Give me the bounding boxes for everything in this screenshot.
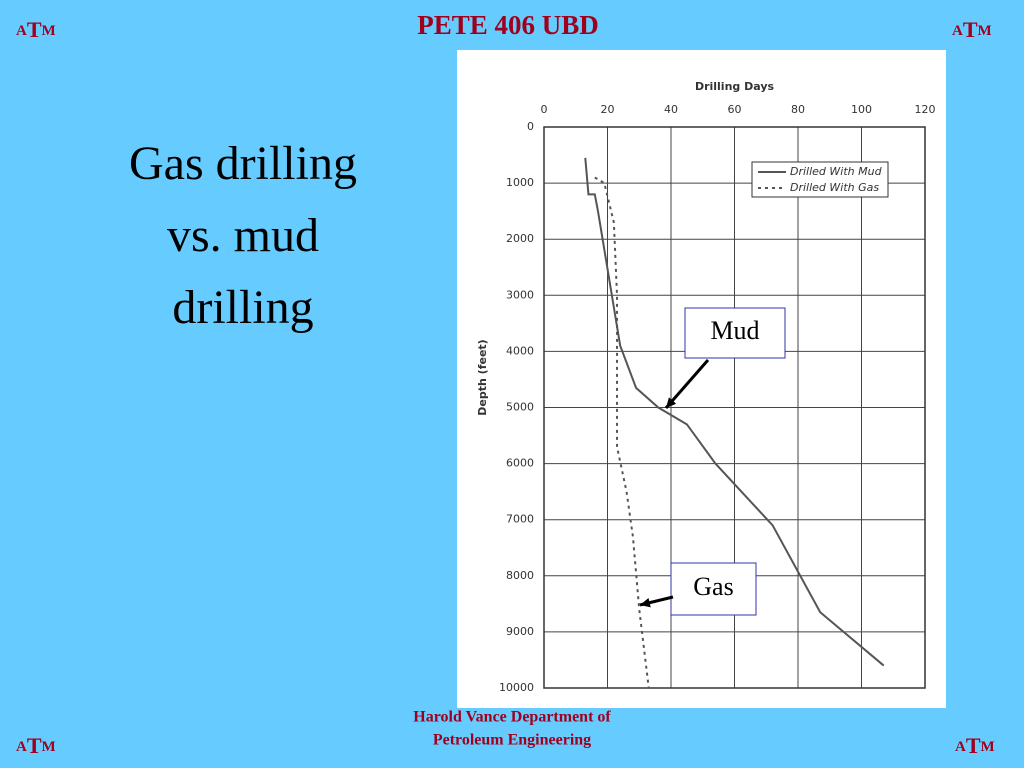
logo-letter: M	[42, 23, 56, 39]
logo-letter: T	[963, 17, 978, 42]
logo-letter: T	[27, 733, 42, 758]
annotation-text: Mud	[710, 316, 759, 345]
x-tick-label: 20	[601, 103, 615, 116]
logo-letter: A	[16, 739, 27, 755]
logo: ATM	[16, 17, 56, 42]
x-tick-label: 100	[851, 103, 872, 116]
y-tick-label: 6000	[506, 457, 534, 470]
logo-letter: T	[27, 17, 42, 42]
y-tick-label: 1000	[506, 176, 534, 189]
annotation-box	[670, 562, 757, 616]
logo-letter: M	[978, 23, 992, 39]
header-title: PETE 406 UBD	[417, 10, 599, 40]
x-tick-label: 0	[541, 103, 548, 116]
logo: ATM	[952, 17, 992, 42]
logo-letter: M	[42, 739, 56, 755]
x-tick-label: 80	[791, 103, 805, 116]
slide-title-line: Gas drilling	[129, 137, 357, 190]
logo-letter: A	[16, 23, 27, 39]
logo: ATM	[16, 733, 56, 758]
x-tick-label: 60	[728, 103, 742, 116]
y-tick-label: 2000	[506, 232, 534, 245]
x-tick-label: 40	[664, 103, 678, 116]
annotation-text: Gas	[693, 572, 733, 601]
legend-label: Drilled With Mud	[790, 165, 883, 178]
legend-box	[751, 161, 889, 198]
plot-frame	[543, 126, 926, 689]
slide-title-line: drilling	[172, 281, 313, 334]
y-tick-label: 5000	[506, 401, 534, 414]
annotation-arrow	[664, 359, 710, 409]
slide-title-line: vs. mud	[167, 209, 319, 262]
y-tick-label: 10000	[499, 681, 534, 694]
y-tick-label: 4000	[506, 344, 534, 357]
chart: Drilling Days Depth (feet) 0 20 40 60 80 100 120…	[457, 50, 946, 708]
footer-line: Petroleum Engineering	[433, 732, 591, 749]
x-axis-label: Drilling Days	[695, 80, 775, 93]
annotation-arrowhead	[666, 397, 677, 408]
logo: ATM	[955, 733, 995, 758]
logo-letter: A	[952, 23, 963, 39]
legend-label: Drilled With Gas	[790, 181, 879, 194]
y-tick-label: 3000	[506, 288, 534, 301]
y-tick-label: 0	[527, 120, 534, 133]
annotation-arrowhead	[640, 598, 651, 608]
logo-letter: T	[966, 733, 981, 758]
series-line	[584, 157, 885, 667]
y-tick-label: 9000	[506, 625, 534, 638]
annotation-box	[684, 307, 786, 359]
footer-line: Harold Vance Department of	[413, 709, 611, 726]
y-axis-label: Depth (feet)	[476, 339, 489, 415]
logo-letter: A	[955, 739, 966, 755]
y-tick-label: 7000	[506, 513, 534, 526]
y-tick-label: 8000	[506, 569, 534, 582]
x-tick-label: 120	[915, 103, 936, 116]
series-line	[594, 176, 650, 689]
logo-letter: M	[981, 739, 995, 755]
